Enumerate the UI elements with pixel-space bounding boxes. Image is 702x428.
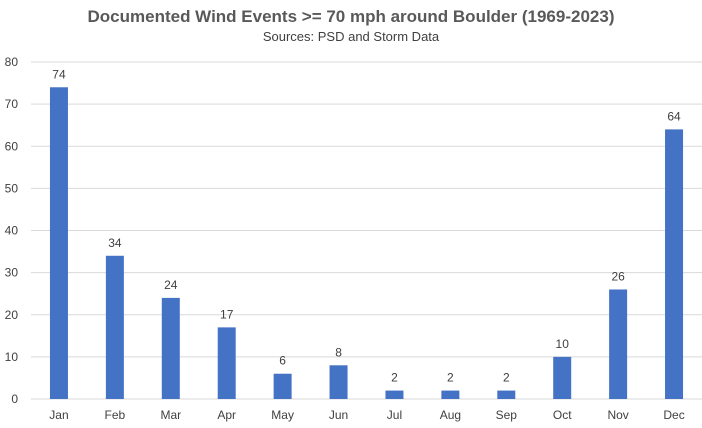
y-tick-label: 80 xyxy=(5,55,19,69)
data-label-feb: 34 xyxy=(108,236,122,250)
bar-sep xyxy=(497,390,516,399)
x-tick-label-mar: Mar xyxy=(160,408,181,422)
bar-jul xyxy=(385,390,404,399)
x-tick-label-nov: Nov xyxy=(607,408,628,422)
y-tick-label: 30 xyxy=(5,266,19,280)
y-tick-label: 40 xyxy=(5,224,19,238)
x-tick-label-apr: Apr xyxy=(217,408,236,422)
data-label-oct: 10 xyxy=(556,337,570,351)
bar-feb xyxy=(105,255,124,399)
data-label-jul: 2 xyxy=(391,371,398,385)
x-tick-label-jun: Jun xyxy=(329,408,348,422)
x-tick-label-jan: Jan xyxy=(49,408,68,422)
y-tick-label: 50 xyxy=(5,181,19,195)
bars xyxy=(49,87,684,400)
y-tick-label: 70 xyxy=(5,97,19,111)
y-tick-label: 20 xyxy=(5,308,19,322)
data-label-nov: 26 xyxy=(611,269,625,283)
bar-aug xyxy=(441,390,460,399)
bar-oct xyxy=(553,356,572,399)
x-tick-label-jul: Jul xyxy=(387,408,402,422)
bar-dec xyxy=(665,129,684,399)
x-tick-label-dec: Dec xyxy=(663,408,684,422)
x-tick-label-may: May xyxy=(271,408,294,422)
y-tick-label: 60 xyxy=(5,139,19,153)
y-tick-label: 0 xyxy=(11,392,18,406)
x-tick-label-aug: Aug xyxy=(440,408,461,422)
x-axis-ticks: Jan Feb Mar Apr May Jun Jul Aug Sep Oct Nov Dec xyxy=(49,408,684,422)
data-label-may: 6 xyxy=(279,354,286,368)
chart-title: Documented Wind Events >= 70 mph around … xyxy=(87,7,615,26)
bar-mar xyxy=(161,297,180,399)
data-label-aug: 2 xyxy=(447,371,454,385)
data-labels: 74 34 24 17 6 8 2 2 2 10 26 64 xyxy=(52,67,681,384)
chart-subtitle: Sources: PSD and Storm Data xyxy=(262,29,440,44)
y-tick-label: 10 xyxy=(5,350,19,364)
bar-may xyxy=(273,373,292,399)
data-label-jan: 74 xyxy=(52,67,66,81)
data-label-apr: 17 xyxy=(220,307,234,321)
bar-jun xyxy=(329,365,348,399)
y-axis-ticks: 0 10 20 30 40 50 60 70 80 xyxy=(5,55,19,406)
x-tick-label-feb: Feb xyxy=(105,408,126,422)
gridlines xyxy=(31,61,702,400)
bar-jan xyxy=(49,87,68,400)
data-label-sep: 2 xyxy=(503,371,510,385)
data-label-jun: 8 xyxy=(335,345,342,359)
x-tick-label-sep: Sep xyxy=(496,408,518,422)
x-tick-label-oct: Oct xyxy=(553,408,572,422)
data-label-mar: 24 xyxy=(164,278,178,292)
data-label-dec: 64 xyxy=(667,109,681,123)
bar-apr xyxy=(217,327,236,399)
bar-nov xyxy=(609,289,628,399)
